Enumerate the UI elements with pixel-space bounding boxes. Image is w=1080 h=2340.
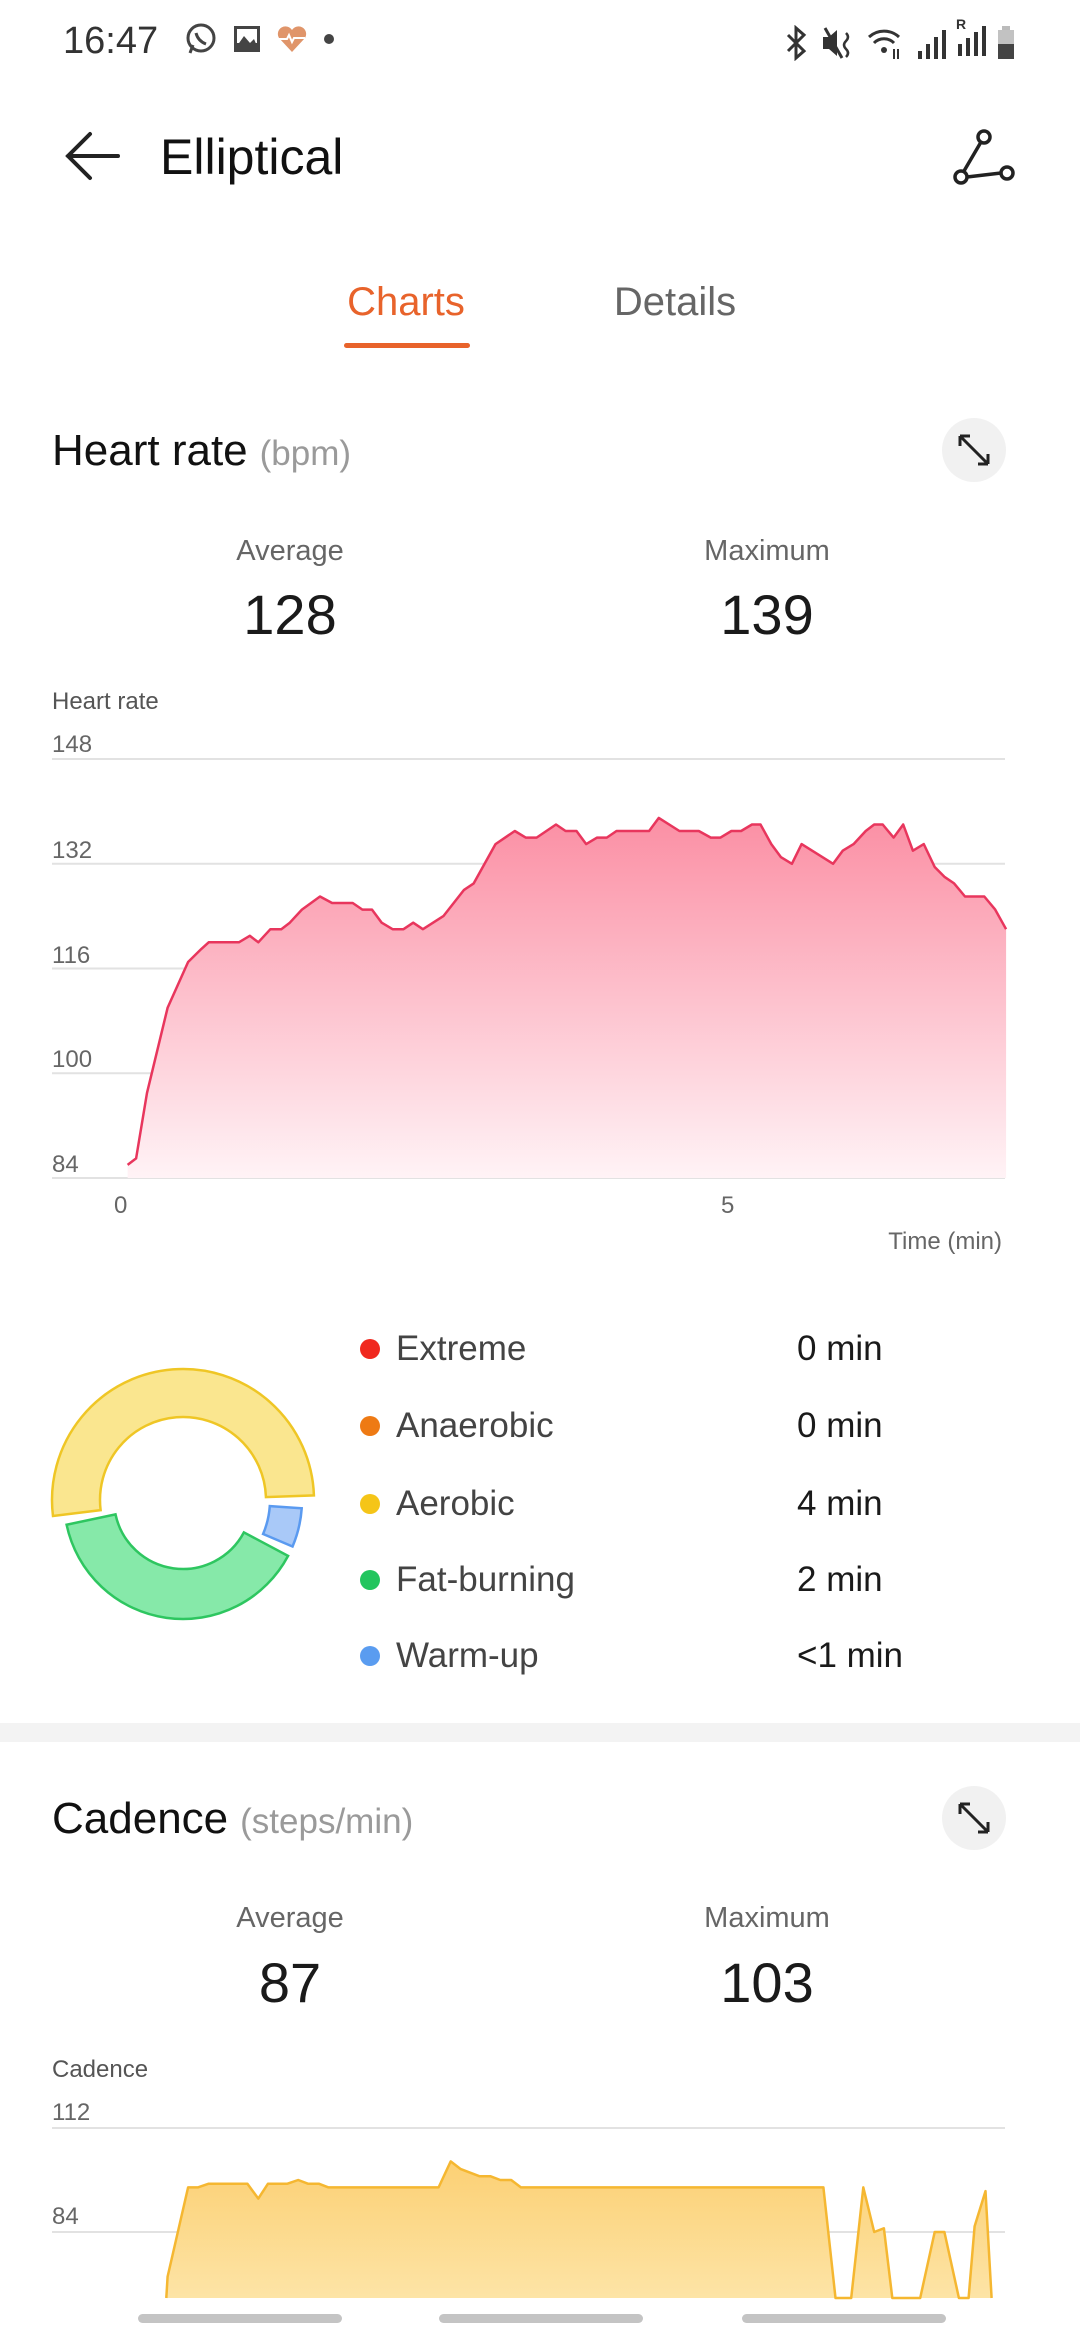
cadence-average-label: Average [236,1902,344,1934]
hr-ytick: 116 [52,942,91,969]
hr-xtick: 5 [721,1192,735,1219]
zone-dot-fat-burning [360,1570,380,1590]
hr-area [127,817,1007,1178]
hr-ytick: 132 [52,837,93,864]
zone-value: 0 min [797,1406,883,1445]
cadence-average-value: 87 [258,1951,322,2014]
hr-xtick: 0 [114,1192,128,1219]
hr-average-value: 128 [243,583,337,646]
nav-back-pill[interactable] [742,2314,946,2323]
heart-rate-zone-donut [50,1367,316,1621]
page-title: Elliptical [160,129,344,185]
wifi-icon [867,29,901,59]
heart-rate-title: Heart rate (bpm) [52,426,351,476]
hr-maximum-value: 139 [720,583,814,646]
signal-icon [918,29,946,59]
mute-icon [823,26,850,59]
heart-rate-expand-button[interactable] [942,418,1006,482]
roaming-label: R [956,16,967,32]
hr-chart-ylabel: Heart rate [52,688,159,715]
heart-rate-unit: (bpm) [259,434,352,473]
zone-label: Aerobic [396,1484,515,1523]
cadence-line [165,2160,993,2300]
cadence-maximum-label: Maximum [704,1902,830,1934]
tab-details[interactable]: Details [613,280,737,324]
zone-value: 4 min [797,1484,883,1523]
hr-maximum-label: Maximum [704,535,830,567]
health-heart-icon [277,26,307,52]
cadence-title-text: Cadence [52,1794,229,1843]
nav-home-pill[interactable] [439,2314,643,2323]
hr-xlabel: Time (min) [888,1228,1002,1255]
route-icon[interactable] [952,127,1016,187]
dot-icon [324,34,334,44]
active-tab-indicator [344,343,470,348]
cadence-maximum-value: 103 [720,1951,814,2014]
zone-dot-aerobic [360,1494,380,1514]
donut-aerobic-segment [50,1367,316,1518]
hr-line [126,816,1008,1166]
zone-label: Anaerobic [396,1406,554,1445]
expand-icon [958,434,990,466]
cadence-area [166,2161,992,2298]
hr-ytick: 84 [52,1151,79,1178]
hr-ytick: 148 [52,731,93,758]
cadence-expand-button[interactable] [942,1786,1006,1850]
tab-charts[interactable]: Charts [347,280,465,324]
cadence-ytick: 84 [52,2203,79,2230]
zone-dot-anaerobic [360,1416,380,1436]
bluetooth-icon [786,24,807,61]
status-right-icons: R [784,16,1016,63]
hr-ytick: 100 [52,1046,93,1073]
cadence-title: Cadence (steps/min) [52,1794,413,1844]
zone-value: 0 min [797,1329,883,1368]
zone-value: 2 min [797,1560,883,1599]
hr-average-label: Average [236,535,344,567]
zone-label: Fat-burning [396,1560,575,1599]
nav-recents-pill[interactable] [138,2314,342,2323]
expand-icon [958,1802,990,1834]
cadence-unit: (steps/min) [240,1802,414,1841]
battery-icon [998,25,1014,59]
donut-warmup-segment [261,1504,304,1549]
zone-dot-extreme [360,1339,380,1359]
zone-label: Extreme [396,1329,527,1368]
status-left-icons [184,22,336,56]
section-divider [0,1723,1080,1742]
cadence-ytick: 112 [52,2099,91,2126]
gallery-icon [234,26,260,52]
status-time: 16:47 [63,20,159,62]
whatsapp-icon [186,23,216,54]
zone-label: Warm-up [396,1636,539,1675]
roaming-signal-icon: R [956,16,986,63]
zone-value: <1 min [797,1636,904,1675]
back-arrow-icon[interactable] [62,128,122,184]
donut-fat-burning-segment [65,1512,290,1621]
cadence-chart-ylabel: Cadence [52,2056,149,2083]
zone-dot-warm-up [360,1646,380,1666]
heart-rate-title-text: Heart rate [52,426,248,475]
